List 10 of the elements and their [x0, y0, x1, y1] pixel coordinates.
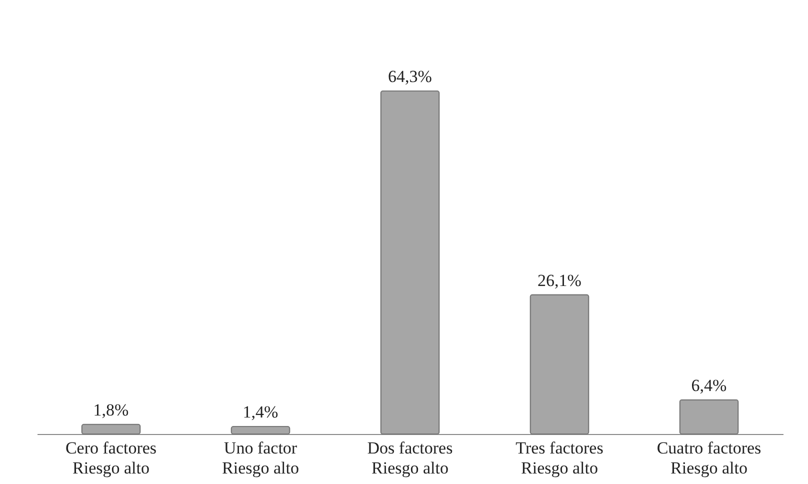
- x-tick-label: Cuatro factores Riesgo alto: [656, 438, 762, 478]
- data-label: 64,3%: [388, 67, 432, 86]
- data-label: 6,4%: [691, 376, 727, 395]
- x-tick-label: Uno factor Riesgo alto: [222, 438, 299, 478]
- data-label: 1,8%: [93, 400, 129, 420]
- x-tick-label: Dos factores Riesgo alto: [367, 438, 453, 478]
- x-tick-label: Tres factores Riesgo alto: [516, 438, 604, 478]
- data-label: 1,4%: [242, 402, 278, 422]
- x-tick-label: Cero factores Riesgo alto: [65, 438, 157, 478]
- data-label: 26,1%: [538, 270, 582, 290]
